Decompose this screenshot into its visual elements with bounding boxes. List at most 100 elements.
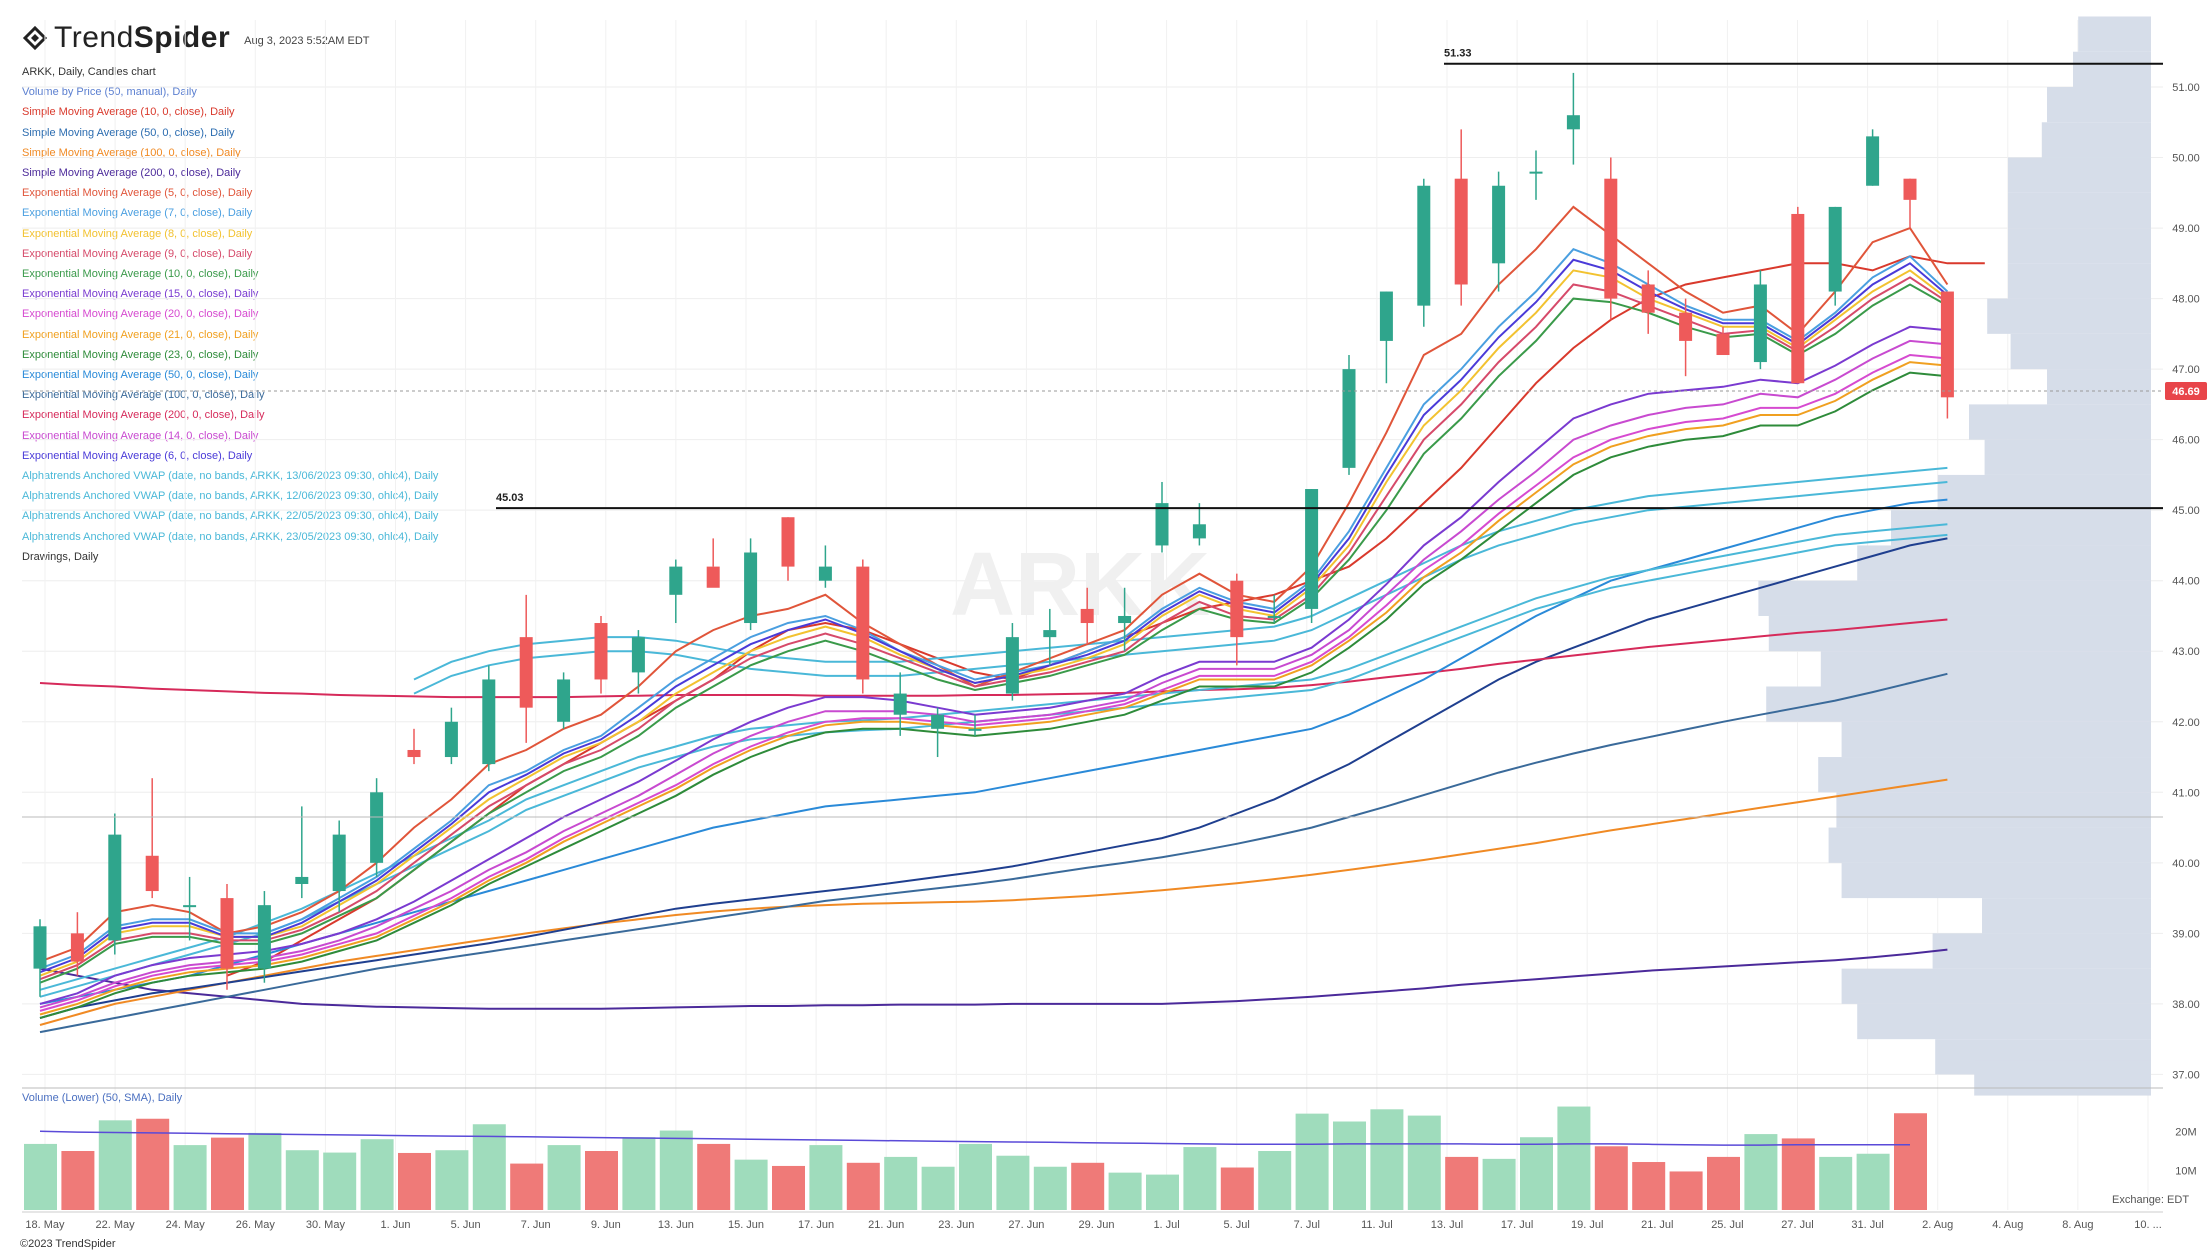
indicator-label[interactable]: Exponential Moving Average (10, 0, close…: [22, 268, 259, 281]
volume-bar: [360, 1139, 394, 1210]
volume-profile-bin: [1820, 651, 2151, 687]
volume-bar: [1407, 1115, 1441, 1210]
time-axis-tick-label: 23. Jun: [938, 1219, 974, 1231]
indicator-label[interactable]: Exponential Moving Average (50, 0, close…: [22, 369, 259, 382]
indicator-label[interactable]: Drawings, Daily: [22, 550, 99, 563]
volume-bar: [1632, 1162, 1666, 1210]
volume-bar: [1557, 1106, 1591, 1210]
indicator-label[interactable]: Exponential Moving Average (14, 0, close…: [22, 429, 259, 442]
indicator-label[interactable]: Simple Moving Average (10, 0, close), Da…: [22, 106, 235, 119]
moving-average-line: [39, 283, 1948, 984]
candles: [33, 72, 1954, 997]
exchange-label: Exchange: EDT: [2112, 1194, 2190, 1206]
price-axis-tick-label: 41.00: [2172, 787, 2200, 799]
indicator-label[interactable]: Simple Moving Average (100, 0, close), D…: [22, 146, 241, 159]
indicator-label[interactable]: Alphatrends Anchored VWAP (date, no band…: [22, 510, 439, 523]
volume-bar: [1707, 1156, 1740, 1210]
time-axis-tick-label: 15. Jun: [728, 1219, 764, 1231]
candle-body: [1716, 333, 1730, 356]
candle-body: [631, 637, 645, 673]
moving-average-line: [39, 523, 1948, 991]
volume-bar: [510, 1163, 544, 1210]
moving-average-line: [39, 361, 1948, 1016]
volume-profile-bin: [2041, 122, 2151, 158]
price-axis-tick-label: 50.00: [2172, 153, 2200, 165]
time-axis-tick-label: 31. Jul: [1851, 1219, 1883, 1231]
moving-average-line: [39, 276, 1948, 981]
candle-body: [1679, 312, 1693, 341]
volume-bar: [1594, 1146, 1628, 1210]
volume-profile-bin: [2078, 16, 2151, 52]
time-axis-tick-label: 9. Jun: [591, 1219, 621, 1231]
candle-body: [669, 566, 683, 595]
price-axis-tick-label: 37.00: [2172, 1069, 2200, 1081]
price-axis-tick-label: 45.00: [2172, 505, 2200, 517]
volume-profile-bin: [2010, 333, 2151, 370]
volume-profile-bin: [1818, 757, 2151, 793]
candle-body: [706, 566, 720, 588]
volume-bar: [772, 1165, 805, 1210]
time-axis-tick-label: 13. Jul: [1431, 1219, 1463, 1231]
indicator-label[interactable]: Exponential Moving Average (6, 0, close)…: [22, 449, 253, 462]
indicator-label[interactable]: Exponential Moving Average (7, 0, close)…: [22, 207, 253, 220]
chart-title: ARKK, Daily, Candles chart: [22, 66, 156, 78]
moving-average-line: [39, 258, 1949, 974]
time-axis-tick-label: 7. Jul: [1294, 1219, 1320, 1231]
moving-average-line: [39, 325, 1948, 1005]
volume-bar: [1781, 1138, 1815, 1210]
volume-bar: [398, 1152, 431, 1210]
brand-name-bold: Spider: [133, 21, 231, 54]
candle-body: [444, 721, 458, 758]
indicator-label[interactable]: Exponential Moving Average (9, 0, close)…: [22, 247, 253, 260]
candle-body: [1753, 284, 1767, 363]
volume-bar: [472, 1124, 506, 1210]
volume-bar: [809, 1145, 843, 1210]
volume-bar: [435, 1150, 469, 1210]
time-axis-tick-label: 24. May: [166, 1219, 206, 1231]
candle-body: [1192, 524, 1206, 539]
symbol-watermark: ARKK: [950, 535, 1210, 635]
volume-bar: [1258, 1151, 1292, 1210]
candle-body: [1866, 136, 1880, 186]
indicator-label[interactable]: Exponential Moving Average (5, 0, close)…: [22, 187, 253, 200]
moving-average-line: [39, 948, 1948, 1010]
indicator-label[interactable]: Exponential Moving Average (20, 0, close…: [22, 308, 259, 321]
volume-profile-bin: [1937, 474, 2151, 511]
candle-body: [1492, 185, 1506, 264]
candle-body: [1604, 178, 1618, 299]
indicator-label[interactable]: Exponential Moving Average (21, 0, close…: [22, 328, 259, 341]
volume-profile-bin: [1969, 404, 2151, 440]
indicator-label[interactable]: Exponential Moving Average (23, 0, close…: [22, 348, 259, 361]
volume-profile-bin: [1982, 898, 2151, 934]
time-axis-tick-label: 25. Jul: [1711, 1219, 1743, 1231]
moving-average-line: [413, 481, 1948, 695]
candle-body: [1305, 489, 1319, 609]
indicator-label[interactable]: Simple Moving Average (50, 0, close), Da…: [22, 126, 235, 139]
moving-average-line: [39, 353, 1948, 1012]
brand-name: TrendSpider: [54, 21, 230, 55]
indicator-label[interactable]: Exponential Moving Average (15, 0, close…: [22, 288, 259, 301]
indicator-label[interactable]: Alphatrends Anchored VWAP (date, no band…: [22, 490, 439, 503]
candle-body: [220, 898, 234, 969]
volume-bar: [1482, 1158, 1516, 1210]
volume-legend: Volume (Lower) (50, SMA), Daily: [22, 1092, 183, 1104]
price-axis-tick-label: 39.00: [2172, 928, 2200, 940]
price-axis-tick-label: 43.00: [2172, 646, 2200, 658]
indicator-label[interactable]: Volume by Price (50, manual), Daily: [22, 86, 197, 99]
candle-body: [1529, 171, 1543, 174]
volume-bar: [1146, 1174, 1179, 1210]
volume-bar: [323, 1152, 357, 1210]
candle-body: [557, 679, 571, 722]
indicator-label[interactable]: Exponential Moving Average (200, 0, clos…: [22, 409, 265, 422]
indicator-label[interactable]: Exponential Moving Average (100, 0, clos…: [22, 389, 265, 402]
last-price-label: 46.69: [2172, 386, 2200, 398]
candle-body: [1417, 185, 1431, 306]
indicator-label[interactable]: Alphatrends Anchored VWAP (date, no band…: [22, 530, 439, 543]
indicator-label[interactable]: Alphatrends Anchored VWAP (date, no band…: [22, 470, 439, 483]
candle-body: [370, 792, 384, 863]
indicator-label[interactable]: Simple Moving Average (200, 0, close), D…: [22, 167, 241, 180]
candle-body: [1903, 178, 1917, 200]
indicator-label[interactable]: Exponential Moving Average (8, 0, close)…: [22, 227, 253, 240]
